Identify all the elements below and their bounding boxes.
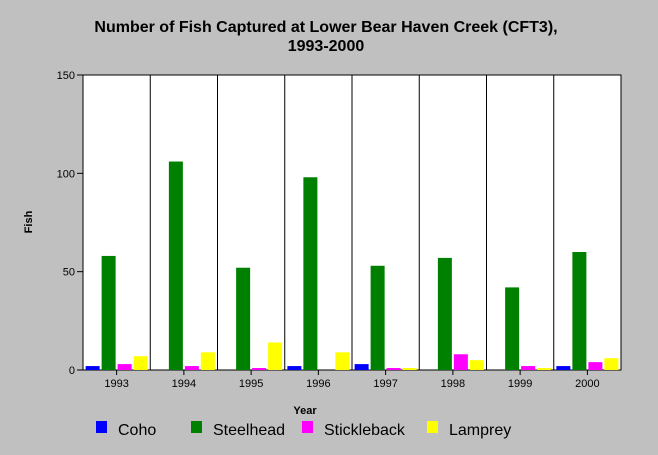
bar-coho-1997 bbox=[354, 364, 369, 370]
y-tick-label: 100 bbox=[57, 168, 75, 180]
bar-stickleback-1999 bbox=[521, 366, 536, 370]
legend-swatch-steelhead bbox=[191, 421, 202, 433]
bar-lamprey-1996 bbox=[335, 352, 350, 370]
x-tick-label-1997: 1997 bbox=[373, 378, 397, 390]
bar-steelhead-1995 bbox=[236, 267, 251, 370]
bar-steelhead-1999 bbox=[505, 287, 520, 370]
legend: Coho Steelhead Stickleback Lamprey bbox=[96, 421, 511, 439]
x-axis: 1993 1994 1995 1996 1997 1998 1999 2000 bbox=[104, 370, 600, 390]
bar-steelhead-1994 bbox=[168, 161, 183, 370]
bar-stickleback-1998 bbox=[453, 354, 468, 370]
bar-stickleback-1994 bbox=[184, 366, 199, 370]
chart-title: Number of Fish Captured at Lower Bear Ha… bbox=[94, 19, 557, 55]
chart-title-line-1: Number of Fish Captured at Lower Bear Ha… bbox=[94, 19, 557, 36]
x-tick-label-2000: 2000 bbox=[575, 378, 599, 390]
vertical-grid bbox=[149, 75, 555, 370]
x-axis-title: Year bbox=[293, 405, 317, 417]
bar-steelhead-1993 bbox=[101, 255, 116, 370]
y-tick-label: 150 bbox=[57, 70, 75, 82]
legend-label-lamprey: Lamprey bbox=[449, 422, 511, 439]
y-axis: 0 50 100 150 bbox=[57, 70, 83, 377]
x-tick-label-1994: 1994 bbox=[172, 378, 196, 390]
bar-steelhead-2000 bbox=[572, 252, 587, 370]
bar-lamprey-1994 bbox=[200, 352, 215, 370]
bar-lamprey-1993 bbox=[133, 356, 148, 370]
bar-lamprey-1997 bbox=[402, 368, 417, 370]
bar-steelhead-1996 bbox=[303, 177, 318, 370]
x-tick-label-1996: 1996 bbox=[306, 378, 330, 390]
bars bbox=[85, 161, 619, 370]
bar-coho-2000 bbox=[556, 366, 571, 370]
bar-steelhead-1997 bbox=[370, 265, 385, 370]
x-tick-label-1993: 1993 bbox=[104, 378, 128, 390]
bar-lamprey-1995 bbox=[268, 342, 283, 370]
bar-lamprey-1999 bbox=[537, 368, 552, 370]
bar-lamprey-1998 bbox=[469, 360, 484, 370]
x-tick-label-1999: 1999 bbox=[508, 378, 532, 390]
bar-coho-1993 bbox=[85, 366, 100, 370]
bar-stickleback-1997 bbox=[386, 368, 401, 370]
y-tick-label: 50 bbox=[63, 267, 75, 279]
bar-lamprey-2000 bbox=[604, 358, 619, 370]
bar-stickleback-1993 bbox=[117, 364, 132, 370]
legend-label-coho: Coho bbox=[118, 422, 156, 439]
bar-coho-1996 bbox=[287, 366, 302, 370]
y-tick-label: 0 bbox=[69, 365, 75, 377]
x-tick-label-1998: 1998 bbox=[441, 378, 465, 390]
bar-stickleback-2000 bbox=[588, 362, 603, 370]
legend-swatch-coho bbox=[96, 421, 107, 433]
legend-swatch-stickleback bbox=[302, 421, 313, 433]
legend-swatch-lamprey bbox=[427, 421, 438, 433]
x-tick-label-1995: 1995 bbox=[239, 378, 263, 390]
chart-title-line-2: 1993-2000 bbox=[288, 38, 365, 55]
legend-label-stickleback: Stickleback bbox=[324, 422, 406, 439]
bar-stickleback-1995 bbox=[252, 368, 267, 370]
y-axis-title: Fish bbox=[23, 210, 35, 233]
legend-label-steelhead: Steelhead bbox=[213, 422, 285, 439]
bar-steelhead-1998 bbox=[437, 257, 452, 370]
